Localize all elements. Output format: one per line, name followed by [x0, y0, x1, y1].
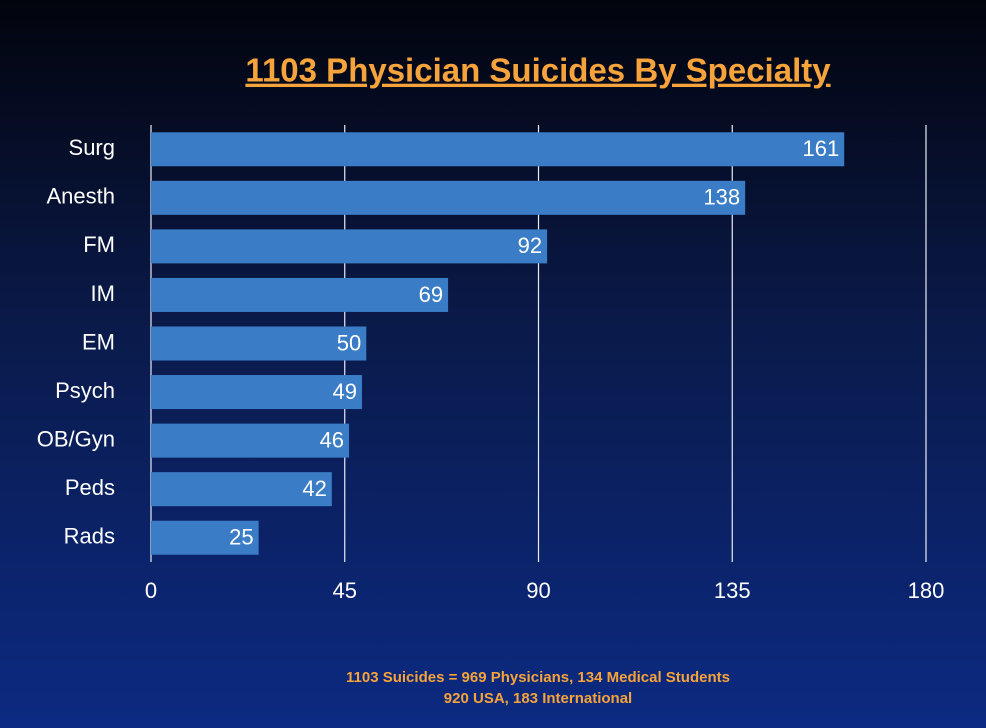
- footnote: 920 USA, 183 International: [444, 690, 632, 707]
- data-label: 25: [229, 525, 253, 550]
- x-tick-label: 180: [908, 578, 945, 603]
- footnote: 1103 Suicides = 969 Physicians, 134 Medi…: [346, 669, 730, 686]
- data-label: 92: [518, 233, 542, 258]
- bar: [151, 423, 350, 458]
- data-label: 46: [320, 427, 344, 452]
- y-tick-label: IM: [91, 281, 115, 306]
- x-tick-label: 90: [526, 578, 550, 603]
- y-tick-label: Peds: [65, 475, 115, 500]
- data-label: 138: [703, 185, 740, 210]
- x-tick-label: 45: [333, 578, 357, 603]
- x-tick-label: 135: [714, 578, 751, 603]
- y-tick-label: Surg: [69, 135, 115, 160]
- bar: [151, 229, 548, 264]
- data-label: 161: [802, 136, 839, 161]
- data-label: 50: [337, 330, 361, 355]
- bar: [151, 472, 332, 507]
- y-tick-label: Rads: [64, 524, 115, 549]
- x-tick-label: 0: [145, 578, 157, 603]
- data-label: 49: [332, 379, 356, 404]
- bar: [151, 326, 367, 361]
- bar: [151, 132, 845, 167]
- data-label: 42: [302, 476, 326, 501]
- y-tick-label: FM: [83, 232, 115, 257]
- y-tick-label: Anesth: [47, 184, 116, 209]
- y-tick-label: OB/Gyn: [37, 426, 115, 451]
- bar: [151, 520, 259, 555]
- data-label: 69: [419, 282, 443, 307]
- bar: [151, 277, 449, 312]
- chart-title: 1103 Physician Suicides By Specialty: [245, 52, 831, 89]
- y-tick-label: EM: [82, 329, 115, 354]
- y-tick-label: Psych: [55, 378, 115, 403]
- bar: [151, 180, 746, 215]
- bar: [151, 375, 362, 410]
